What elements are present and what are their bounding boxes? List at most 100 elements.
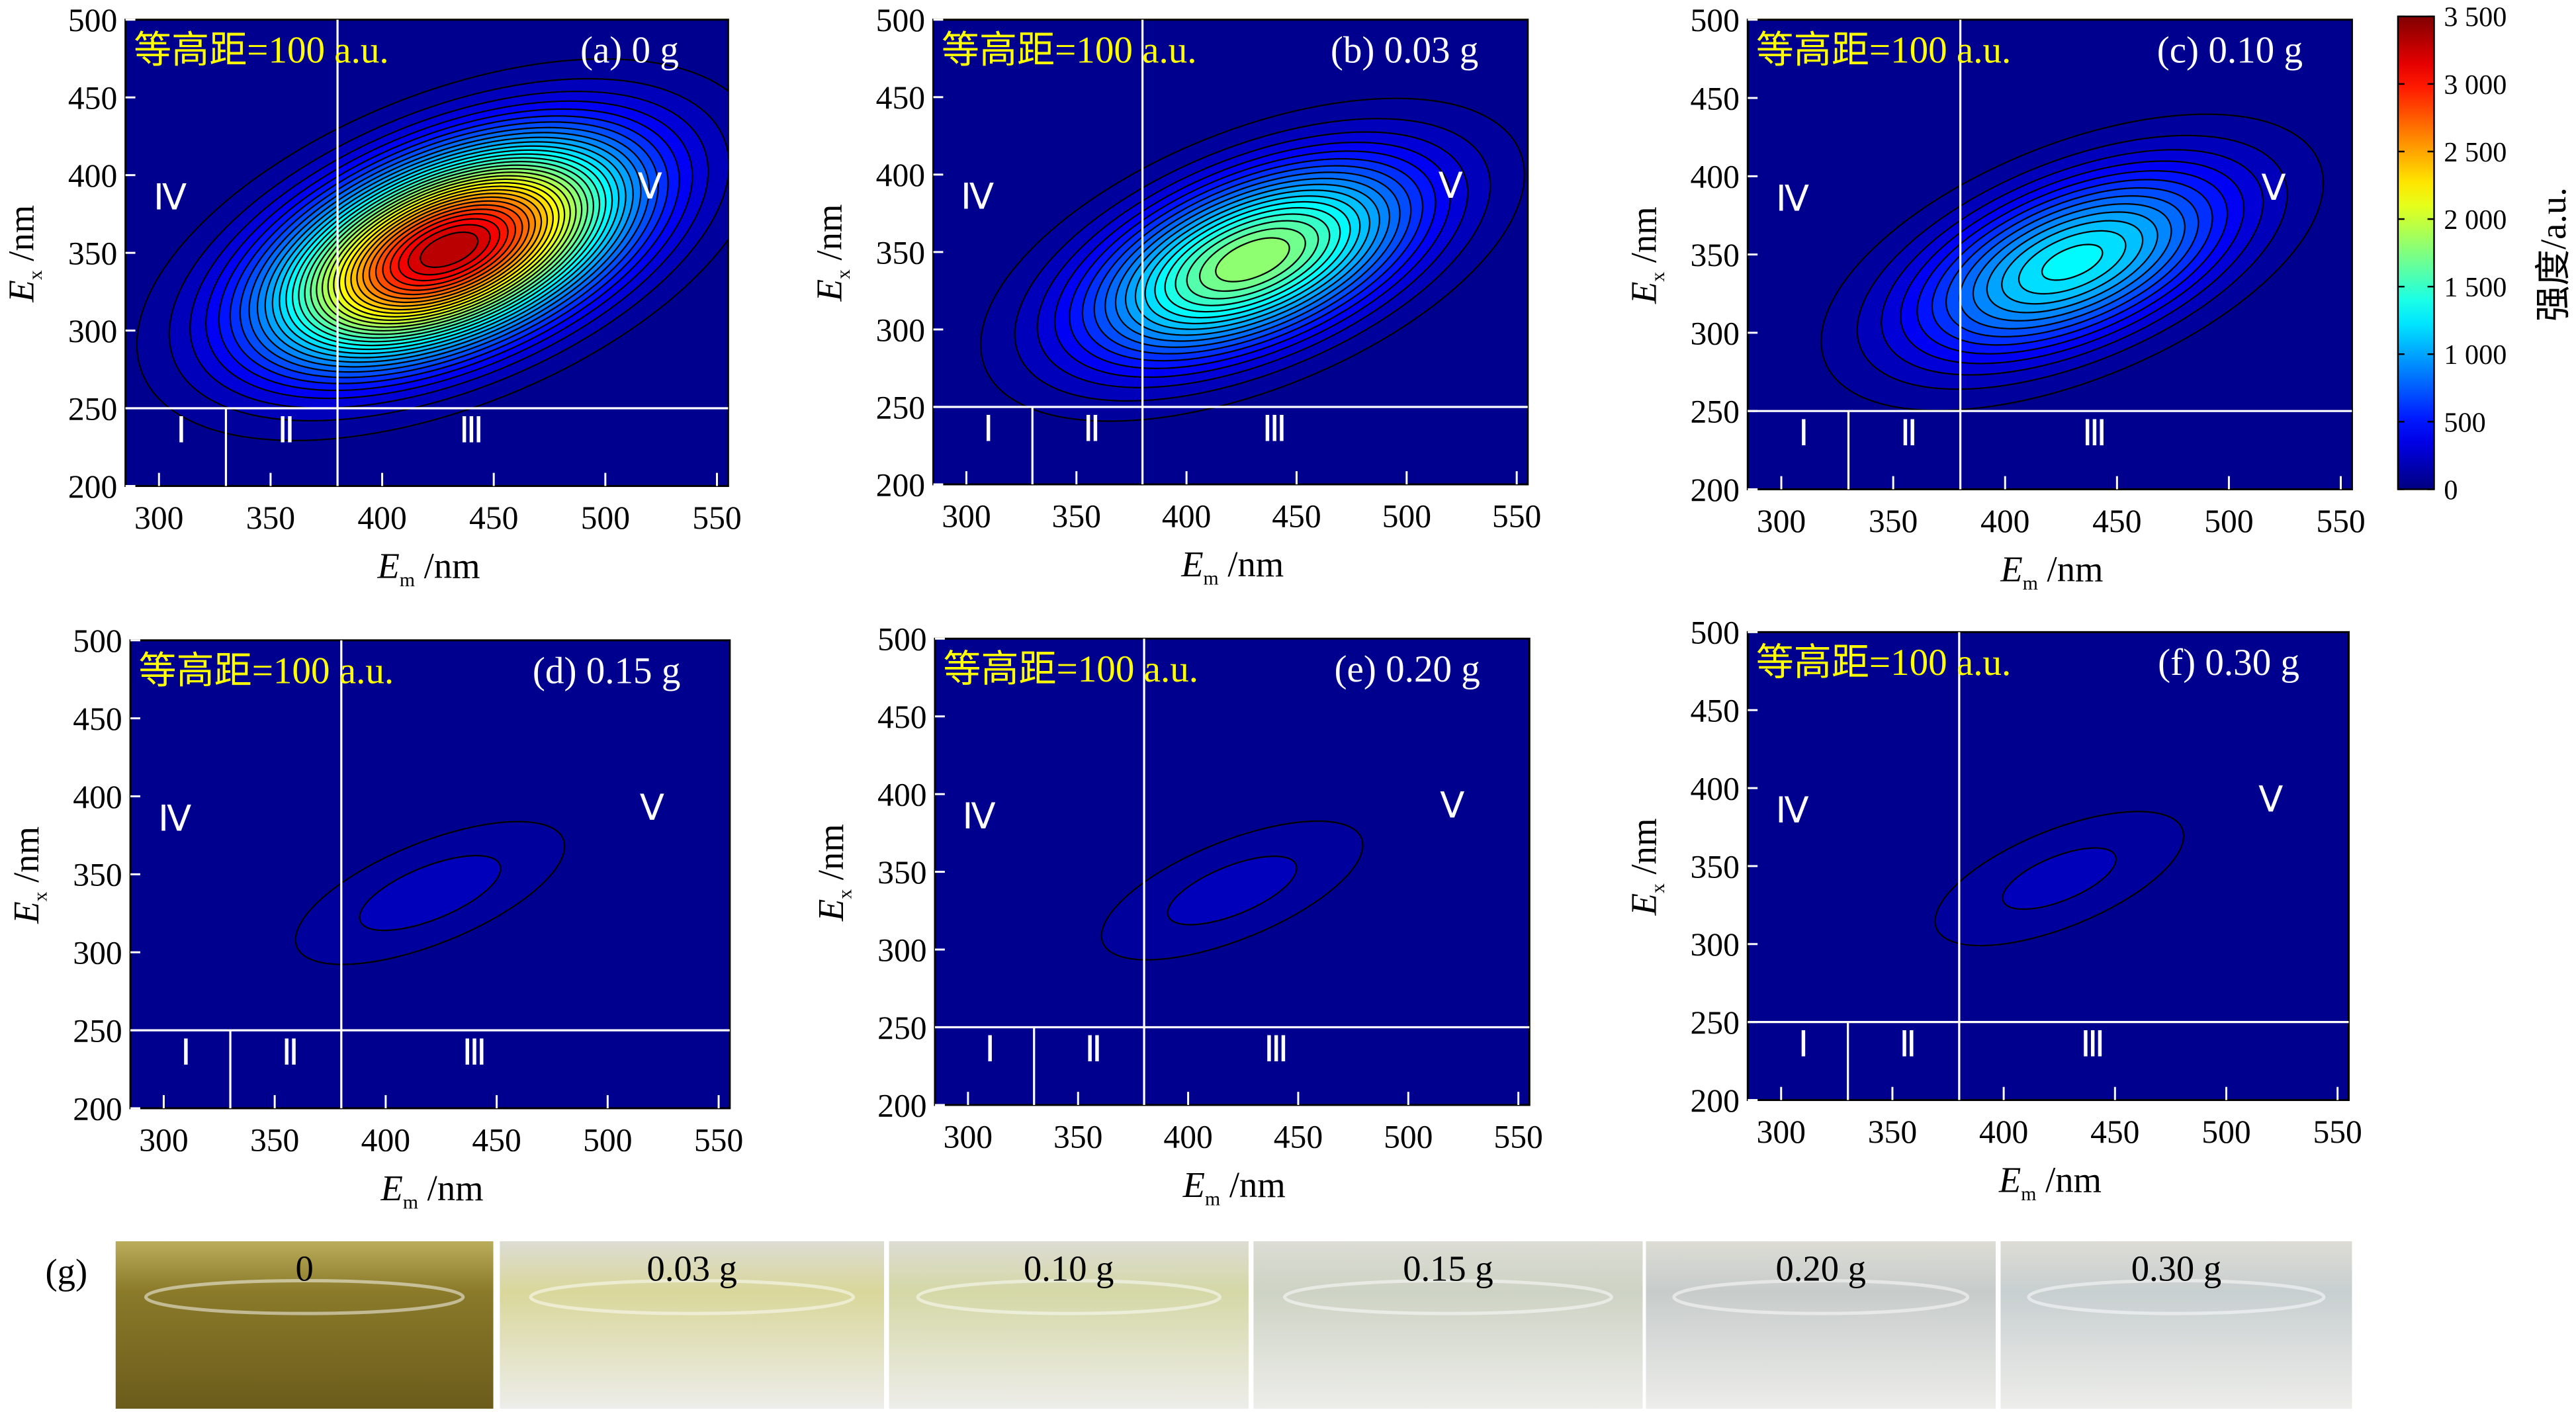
region-label: Ⅲ [1262, 408, 1287, 449]
x-axis-unit: /nm [2038, 549, 2104, 589]
x-tick-label: 400 [1162, 498, 1211, 535]
colorbar-tick-label: 500 [2444, 407, 2485, 438]
x-axis-unit: /nm [418, 1168, 484, 1208]
photo-caption: 0.15 g [1403, 1248, 1493, 1288]
contours [1820, 113, 2325, 412]
x-tick-label: 550 [692, 500, 741, 536]
panel-e: Ⅰ Ⅱ Ⅲ Ⅳ Ⅴ 等高距=100 a.u. (e) 0.20 g 300 350 400 450 5… [811, 621, 1543, 1210]
x-axis-unit: /nm [2036, 1159, 2102, 1200]
y-axis-label: Ex /nm [1, 205, 46, 303]
panel-f: Ⅰ Ⅱ Ⅲ Ⅳ Ⅴ 等高距=100 a.u. (f) 0.30 g 300 350 400 450 5… [1623, 615, 2362, 1205]
x-axis-label: Em /nm [2000, 549, 2103, 594]
y-axis-label: Ex /nm [1623, 818, 1668, 916]
x-tick-label: 350 [1868, 1114, 1917, 1150]
y-tick-label: 350 [73, 857, 122, 893]
x-axis-sub: m [400, 569, 415, 591]
region-label: Ⅱ [1085, 1029, 1102, 1069]
y-axis-unit: /nm [811, 824, 851, 889]
y-tick-label: 250 [876, 389, 925, 425]
x-axis-sub: m [1205, 1188, 1220, 1210]
x-axis-symbol: E [377, 545, 400, 586]
x-axis-label: Em /nm [380, 1168, 484, 1213]
x-tick-label: 350 [1053, 1118, 1102, 1155]
y-tick-label: 500 [73, 623, 122, 659]
photo-3: 0.15 g [1253, 1241, 1643, 1409]
y-tick-label: 400 [73, 779, 122, 815]
vial-rim [529, 1279, 856, 1315]
region-label: Ⅳ [1776, 178, 1810, 218]
vial-photo [889, 1241, 1249, 1409]
vial-rim [2027, 1279, 2326, 1315]
y-tick-label: 450 [876, 79, 925, 116]
x-tick-label: 450 [2092, 503, 2141, 539]
colorbar: 0 500 1 000 1 500 2 000 2 500 3 000 3 500 强度/a.u… [2397, 2, 2573, 506]
colorbar-gradient [2397, 15, 2435, 490]
y-axis-symbol: E [1, 280, 42, 302]
contour-interval-label: 等高距=100 a.u. [942, 29, 1197, 71]
x-tick-label: 400 [361, 1122, 410, 1158]
y-axis-label: Ex /nm [1623, 206, 1668, 304]
y-axis-label: Ex /nm [809, 204, 854, 302]
vial-rim [916, 1279, 1221, 1315]
photo-4: 0.20 g [1646, 1241, 1996, 1409]
y-tick-label: 400 [876, 157, 925, 193]
contours [136, 58, 729, 441]
photo-strip-label: (g) [46, 1251, 88, 1292]
x-tick-label: 400 [1979, 1114, 2028, 1150]
x-tick-label: 500 [2204, 503, 2253, 539]
x-tick-label: 400 [1980, 503, 2029, 539]
y-axis-unit: /nm [6, 826, 46, 892]
x-axis-label: Em /nm [1998, 1159, 2102, 1204]
panel-title: (d) 0.15 g [533, 650, 680, 691]
region-label: Ⅳ [961, 176, 995, 216]
photo-2: 0.10 g [889, 1241, 1249, 1409]
y-tick-label: 450 [877, 699, 926, 735]
y-axis-sub: x [1647, 883, 1669, 893]
region-label: Ⅲ [459, 410, 484, 451]
y-axis-sub: x [24, 270, 46, 280]
x-tick-label: 500 [583, 1122, 632, 1158]
contour-level-3300 [420, 231, 479, 269]
y-axis-sub: x [30, 891, 52, 901]
x-tick-label: 500 [2201, 1114, 2250, 1150]
region-label: Ⅱ [277, 410, 295, 451]
y-tick-label: 400 [1690, 159, 1739, 195]
y-axis-unit: /nm [809, 204, 850, 270]
y-axis-symbol: E [6, 901, 46, 924]
photo-caption: 0 [295, 1248, 313, 1288]
vial-photo [115, 1241, 494, 1409]
x-axis-sub: m [403, 1191, 418, 1213]
region-label: Ⅴ [2261, 167, 2286, 208]
y-tick-label: 300 [1690, 315, 1739, 351]
x-tick-label: 550 [1492, 498, 1541, 535]
panel-c: Ⅰ Ⅱ Ⅲ Ⅳ Ⅴ 等高距=100 a.u. (c) 0.10 g 300 350 400 450 5… [1623, 2, 2365, 594]
panel-b: Ⅰ Ⅱ Ⅲ Ⅳ Ⅴ 等高距=100 a.u. (b) 0.03 g 300 350 400 450 5… [809, 2, 1542, 589]
contour-interval-label: 等高距=100 a.u. [1756, 29, 2012, 71]
x-tick-label: 300 [139, 1122, 188, 1158]
x-axis-sub: m [1204, 567, 1219, 589]
x-axis-symbol: E [1182, 1165, 1205, 1205]
x-axis-sub: m [2021, 1183, 2036, 1205]
y-tick-label: 500 [1690, 2, 1739, 38]
region-label: Ⅴ [1440, 785, 1465, 825]
region-label: Ⅲ [462, 1032, 487, 1073]
colorbar-tick-label: 2 000 [2444, 204, 2507, 236]
y-tick-label: 450 [1690, 80, 1739, 116]
y-tick-label: 350 [876, 234, 925, 271]
y-tick-label: 350 [877, 854, 926, 891]
y-axis-unit: /nm [1623, 818, 1664, 884]
y-tick-label: 450 [68, 80, 117, 116]
region-label: Ⅳ [1775, 790, 1809, 830]
colorbar-tick-label: 3 000 [2444, 69, 2507, 101]
y-tick-label: 500 [68, 2, 117, 38]
contours [980, 97, 1525, 422]
region-label: Ⅰ [181, 1032, 191, 1073]
photo-1: 0.03 g [500, 1241, 885, 1409]
x-axis-unit: /nm [415, 545, 480, 586]
x-tick-label: 300 [1757, 1114, 1806, 1150]
contour-interval-label: 等高距=100 a.u. [134, 29, 389, 71]
y-tick-label: 350 [1690, 848, 1739, 885]
contours [294, 820, 566, 965]
contour-interval-label: 等高距=100 a.u. [1756, 642, 2012, 684]
x-tick-label: 300 [1757, 503, 1806, 539]
